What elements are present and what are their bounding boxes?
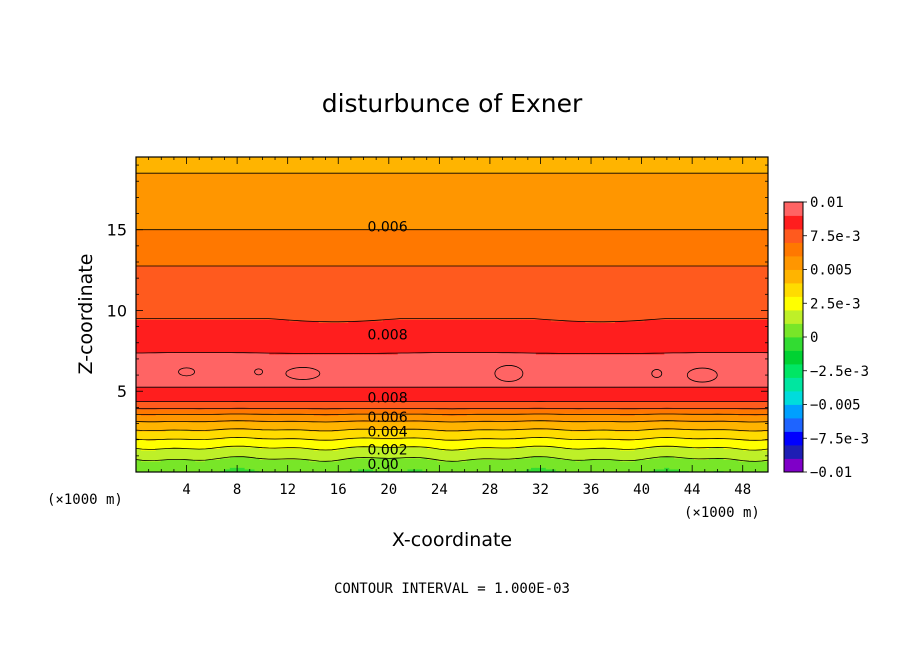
colorbar-labels: 0.01 7.5e-3 0.005 2.5e-3 0 −2.5e-3 −0.005 −7.5e… xyxy=(803,195,869,481)
colorbar-swatch xyxy=(784,418,803,432)
colorbar-label: 0 xyxy=(810,330,818,346)
x-tick-label: 28 xyxy=(481,482,498,498)
colorbar-swatch xyxy=(784,256,803,270)
colorbar-swatch xyxy=(784,215,803,230)
contour-label: 0.006 xyxy=(368,219,408,235)
x-tick-label: 36 xyxy=(583,482,600,498)
x-unit-right: (×1000 m) xyxy=(684,505,760,521)
x-tick-label: 20 xyxy=(380,482,397,498)
colorbar-swatch xyxy=(784,364,803,378)
contour-interval-note: CONTOUR INTERVAL = 1.000E-03 xyxy=(334,581,570,597)
x-unit-left: (×1000 m) xyxy=(47,492,123,508)
colorbar-swatch xyxy=(784,377,803,392)
colorbar-swatch xyxy=(784,323,803,338)
contour-lines xyxy=(136,172,768,462)
y-axis-label: Z-coordinate xyxy=(75,254,97,375)
colorbar-label: −7.5e-3 xyxy=(810,431,869,447)
colorbar-swatch xyxy=(784,283,803,297)
colorbar-swatch xyxy=(784,202,803,216)
local-maximum-region xyxy=(494,365,524,382)
x-tick-label: 40 xyxy=(633,482,650,498)
x-tick-label: 16 xyxy=(330,482,347,498)
x-tick-label: 8 xyxy=(233,482,241,498)
chart-title: disturbunce of Exner xyxy=(322,89,583,118)
local-maximum-region xyxy=(254,368,264,376)
local-maximum-region xyxy=(686,367,718,383)
colorbar-swatch xyxy=(784,337,803,351)
contour-line xyxy=(136,456,768,462)
contour-line xyxy=(136,420,768,423)
colorbar-swatch xyxy=(784,458,803,473)
contour-label: 0.008 xyxy=(368,391,408,407)
contour-line xyxy=(136,407,768,410)
colorbar-swatch xyxy=(784,269,803,284)
contour-line xyxy=(136,445,768,451)
colorbar-label: −0.01 xyxy=(810,465,852,481)
colorbar-label: 0.005 xyxy=(810,263,852,279)
colorbar-swatch xyxy=(784,310,803,324)
x-tick-label: 48 xyxy=(734,482,751,498)
colorbar-label: −0.005 xyxy=(810,398,861,414)
local-maximum-region xyxy=(285,367,321,380)
colorbar-label: 7.5e-3 xyxy=(810,229,861,245)
contour-line xyxy=(136,352,768,354)
y-tick-label: 5 xyxy=(117,382,127,401)
contour-line xyxy=(136,436,768,441)
colorbar-label: −2.5e-3 xyxy=(810,364,869,380)
y-tick-label: 10 xyxy=(107,301,127,320)
contour-label: 0.006 xyxy=(368,410,408,426)
colorbar-swatch xyxy=(784,404,803,419)
contour-label: 0.002 xyxy=(368,442,408,458)
local-maximum-region xyxy=(178,367,195,377)
colorbar-swatch xyxy=(784,296,803,311)
contour-line xyxy=(136,318,768,323)
colorbar-swatch xyxy=(784,229,803,243)
x-axis-ticks: 4 8 12 16 20 24 28 32 36 40 44 48 xyxy=(148,157,756,498)
x-tick-label: 24 xyxy=(431,482,448,498)
x-tick-label: 4 xyxy=(182,482,190,498)
x-tick-label: 32 xyxy=(532,482,549,498)
y-tick-label: 15 xyxy=(107,221,127,240)
contour-line xyxy=(136,428,768,432)
contour-label: 0.004 xyxy=(368,425,408,441)
colorbar-swatch xyxy=(784,391,803,405)
y-axis-ticks: 5 10 15 xyxy=(107,164,768,457)
colorbar-label: 0.01 xyxy=(810,195,844,211)
contour-label: 0.00 xyxy=(368,457,399,473)
colorbar-swatch xyxy=(784,242,803,257)
colorbar-swatch xyxy=(784,431,803,446)
x-tick-label: 12 xyxy=(279,482,296,498)
colorbar-swatch xyxy=(784,350,803,365)
contour-line xyxy=(136,413,768,416)
contour-fill xyxy=(136,157,768,472)
local-maxima-regions xyxy=(178,365,718,383)
x-axis-label: X-coordinate xyxy=(392,529,512,551)
local-maximum-region xyxy=(651,369,663,378)
colorbar-swatch xyxy=(784,445,803,459)
x-tick-label: 44 xyxy=(684,482,701,498)
colorbar xyxy=(783,201,804,473)
colorbar-label: 2.5e-3 xyxy=(810,296,861,312)
contour-label: 0.008 xyxy=(368,328,408,344)
